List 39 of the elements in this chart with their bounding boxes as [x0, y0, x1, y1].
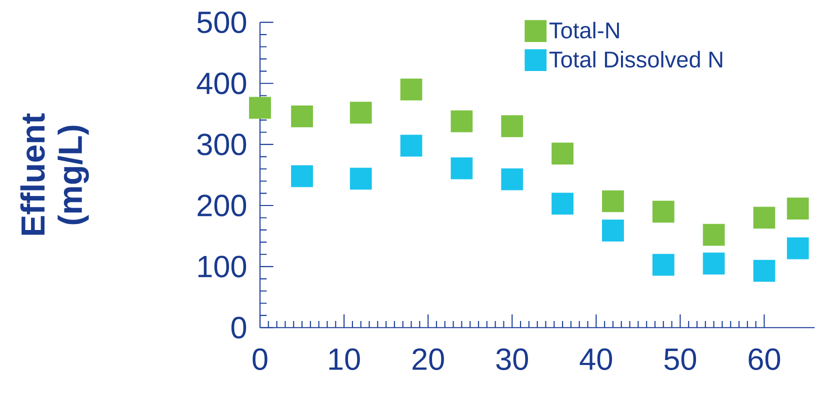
legend-label: Total Dissolved N	[549, 50, 722, 68]
point	[753, 260, 776, 282]
point	[501, 168, 524, 190]
point	[753, 206, 776, 229]
point	[400, 134, 422, 157]
x-tick-label: 30	[496, 348, 528, 370]
y-tick-label: 400	[196, 72, 246, 94]
point	[602, 190, 624, 212]
point	[786, 198, 809, 220]
x-tick-label: 50	[664, 348, 696, 370]
y-tick-label: 0	[231, 316, 246, 339]
x-tick-label: 10	[329, 348, 360, 370]
x-tick-label: 60	[748, 348, 780, 370]
y-tick-label: 300	[197, 134, 246, 156]
y-axis-title: Effluent (mg/L)	[20, 113, 89, 235]
point	[552, 192, 574, 215]
y-tick-label: 500	[197, 11, 246, 34]
y-tick-label: 100	[198, 256, 246, 278]
point	[552, 142, 574, 165]
point	[450, 157, 473, 180]
x-tick-label: 0	[252, 348, 268, 370]
point	[702, 224, 725, 246]
point	[400, 78, 422, 100]
point	[602, 220, 624, 242]
point	[249, 96, 271, 119]
point	[291, 105, 313, 128]
point	[501, 115, 524, 138]
point	[786, 237, 809, 260]
point	[450, 110, 473, 132]
x-tick-label: 20	[412, 348, 444, 370]
point	[350, 102, 372, 124]
point	[652, 254, 674, 276]
legend-label: Total-N	[549, 22, 619, 38]
point	[291, 165, 313, 188]
point	[702, 252, 725, 274]
point	[350, 168, 372, 190]
y-tick-label: 200	[198, 194, 246, 216]
x-tick-label: 40	[580, 348, 612, 370]
point	[652, 200, 674, 223]
